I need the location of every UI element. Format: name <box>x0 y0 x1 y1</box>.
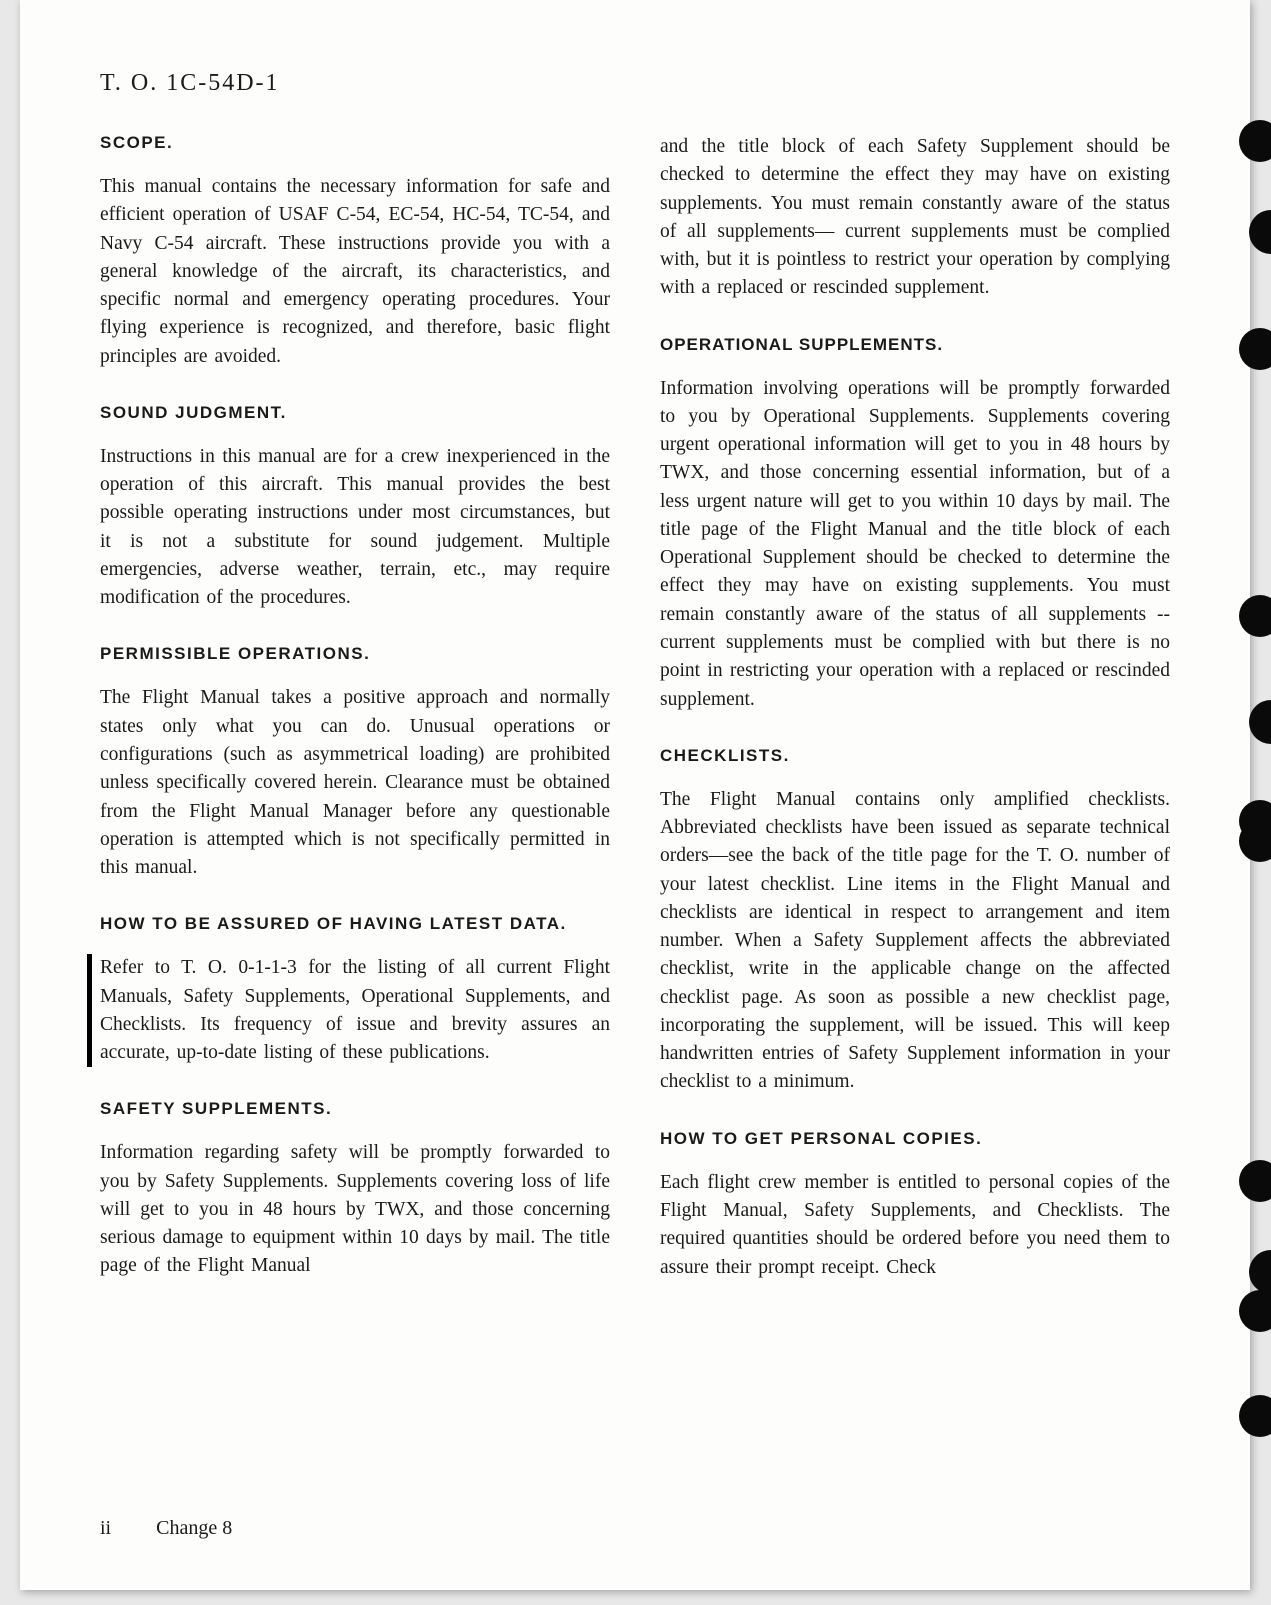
text-scope: This manual contains the necessary infor… <box>100 173 610 371</box>
text-sound-judgment: Instructions in this manual are for a cr… <box>100 443 610 613</box>
technical-order-number: T. O. 1C-54D-1 <box>100 70 1170 97</box>
heading-scope: SCOPE. <box>100 133 610 153</box>
page-footer: ii Change 8 <box>100 1517 232 1540</box>
binder-hole-icon <box>1239 595 1271 637</box>
binder-holes <box>1231 0 1271 1605</box>
document-page: T. O. 1C-54D-1 SCOPE. This manual contai… <box>20 0 1250 1590</box>
binder-hole-icon <box>1249 1250 1271 1294</box>
heading-sound-judgment: SOUND JUDGMENT. <box>100 403 610 423</box>
text-latest-data: Refer to T. O. 0-1-1-3 for the listing o… <box>100 954 610 1067</box>
text-permissible-operations: The Flight Manual takes a positive appro… <box>100 684 610 882</box>
binder-hole-icon <box>1249 700 1271 744</box>
two-column-layout: SCOPE. This manual contains the necessar… <box>100 133 1170 1282</box>
left-column: SCOPE. This manual contains the necessar… <box>100 133 610 1282</box>
heading-operational-supplements: OPERATIONAL SUPPLEMENTS. <box>660 335 1170 355</box>
text-safety-supplements-continued: and the title block of each Safety Suppl… <box>660 133 1170 303</box>
binder-hole-icon <box>1249 210 1271 254</box>
page-number: ii <box>100 1517 111 1539</box>
heading-checklists: CHECKLISTS. <box>660 746 1170 766</box>
heading-permissible-operations: PERMISSIBLE OPERATIONS. <box>100 644 610 664</box>
text-operational-supplements: Information involving operations will be… <box>660 375 1170 714</box>
text-checklists: The Flight Manual contains only amplifie… <box>660 786 1170 1097</box>
binder-hole-icon <box>1239 1395 1271 1437</box>
change-number: Change 8 <box>156 1517 232 1539</box>
heading-personal-copies: HOW TO GET PERSONAL COPIES. <box>660 1129 1170 1149</box>
binder-hole-icon <box>1239 1290 1271 1332</box>
text-safety-supplements: Information regarding safety will be pro… <box>100 1139 610 1280</box>
heading-safety-supplements: SAFETY SUPPLEMENTS. <box>100 1099 610 1119</box>
binder-hole-icon <box>1239 820 1271 862</box>
text-personal-copies: Each flight crew member is entitled to p… <box>660 1169 1170 1282</box>
binder-hole-icon <box>1239 120 1271 162</box>
binder-hole-icon <box>1239 328 1271 370</box>
heading-latest-data: HOW TO BE ASSURED OF HAVING LATEST DATA. <box>100 914 610 934</box>
binder-hole-icon <box>1239 1160 1271 1202</box>
change-bar-marker: Refer to T. O. 0-1-1-3 for the listing o… <box>87 954 610 1067</box>
right-column: and the title block of each Safety Suppl… <box>660 133 1170 1282</box>
